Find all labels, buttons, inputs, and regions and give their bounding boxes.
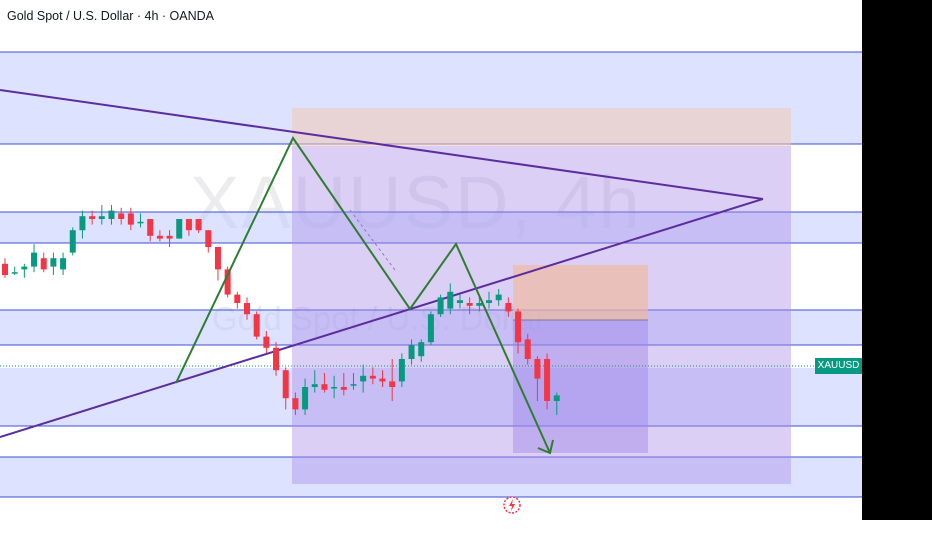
candle-body xyxy=(273,347,280,371)
candle-body xyxy=(98,216,105,219)
candle-body xyxy=(176,219,183,239)
candle-body xyxy=(379,378,386,382)
candle-body xyxy=(418,342,425,357)
candle-body xyxy=(108,210,115,219)
candle-body xyxy=(456,300,463,303)
candle-body xyxy=(89,216,96,219)
candle-body xyxy=(292,398,299,410)
candle-body xyxy=(244,303,250,315)
position-box-small xyxy=(513,265,648,453)
candle-body xyxy=(205,230,212,247)
candle-body xyxy=(340,387,347,390)
candle-body xyxy=(486,300,492,303)
position-box-target xyxy=(292,108,791,146)
chart-plot[interactable]: 30May23678910131415161720 xyxy=(0,0,862,520)
candle-body xyxy=(534,359,541,379)
candle-body xyxy=(79,216,86,231)
candle-body xyxy=(437,297,444,315)
candle-body xyxy=(427,314,434,343)
candle-body xyxy=(234,294,241,303)
candle-body xyxy=(2,263,8,275)
triangle-lower-line xyxy=(0,198,764,438)
current-price-badge: XAUUSD xyxy=(815,358,862,374)
candle-body xyxy=(331,387,338,389)
candle-body xyxy=(466,303,473,306)
candle-body xyxy=(350,384,357,386)
path-arrow-head xyxy=(537,439,554,455)
candle-body xyxy=(476,303,483,306)
candle-body xyxy=(447,291,454,309)
candle-body xyxy=(282,370,289,399)
candle-body xyxy=(302,387,309,410)
candle-body xyxy=(50,258,57,267)
candle-body xyxy=(369,375,376,379)
chart-title: Gold Spot / U.S. Dollar · 4h · OANDA xyxy=(7,9,215,23)
position-box-small-main xyxy=(513,320,648,453)
price-scale-area[interactable] xyxy=(862,0,932,520)
candlestick-series xyxy=(2,205,560,415)
candle-body xyxy=(389,381,396,387)
candle-body xyxy=(321,384,328,390)
dashed-helper xyxy=(349,209,396,271)
path-polyline xyxy=(175,136,551,454)
zone-bottom xyxy=(0,457,862,497)
lightning-bolt-icon[interactable] xyxy=(503,496,521,514)
zone-lower-mid xyxy=(0,368,862,426)
zone-upper xyxy=(0,212,862,243)
candle-body xyxy=(60,258,67,270)
triangle-upper-line xyxy=(0,89,764,200)
candle-body xyxy=(253,314,260,337)
candle-body xyxy=(137,221,144,224)
candle-body xyxy=(224,269,231,295)
candle-body xyxy=(127,213,134,225)
candle-body xyxy=(524,339,531,359)
candle-body xyxy=(195,219,202,231)
support-resistance-zones xyxy=(0,51,862,498)
candle-body xyxy=(360,375,367,382)
candle-body xyxy=(185,219,192,231)
candle-body xyxy=(118,213,125,219)
candle-body xyxy=(263,336,270,348)
candle-body xyxy=(408,345,415,359)
candle-body xyxy=(495,294,502,301)
candle-body xyxy=(147,219,154,236)
candle-body xyxy=(515,311,522,343)
triangle-pattern xyxy=(0,89,764,438)
candle-body xyxy=(11,272,18,274)
candle-body xyxy=(214,247,221,270)
candle-body xyxy=(21,266,28,270)
candle-body xyxy=(156,235,163,239)
candle-body xyxy=(311,384,318,387)
candle-body xyxy=(553,395,560,401)
candle-body xyxy=(544,359,551,401)
position-box-small-stop xyxy=(513,265,648,320)
candle-body xyxy=(398,359,405,382)
candle-body xyxy=(31,252,38,267)
candle-body xyxy=(166,235,173,239)
candle-body xyxy=(505,303,512,312)
candle-body xyxy=(40,258,47,270)
candle-body xyxy=(69,230,76,253)
projection-path xyxy=(175,136,554,455)
